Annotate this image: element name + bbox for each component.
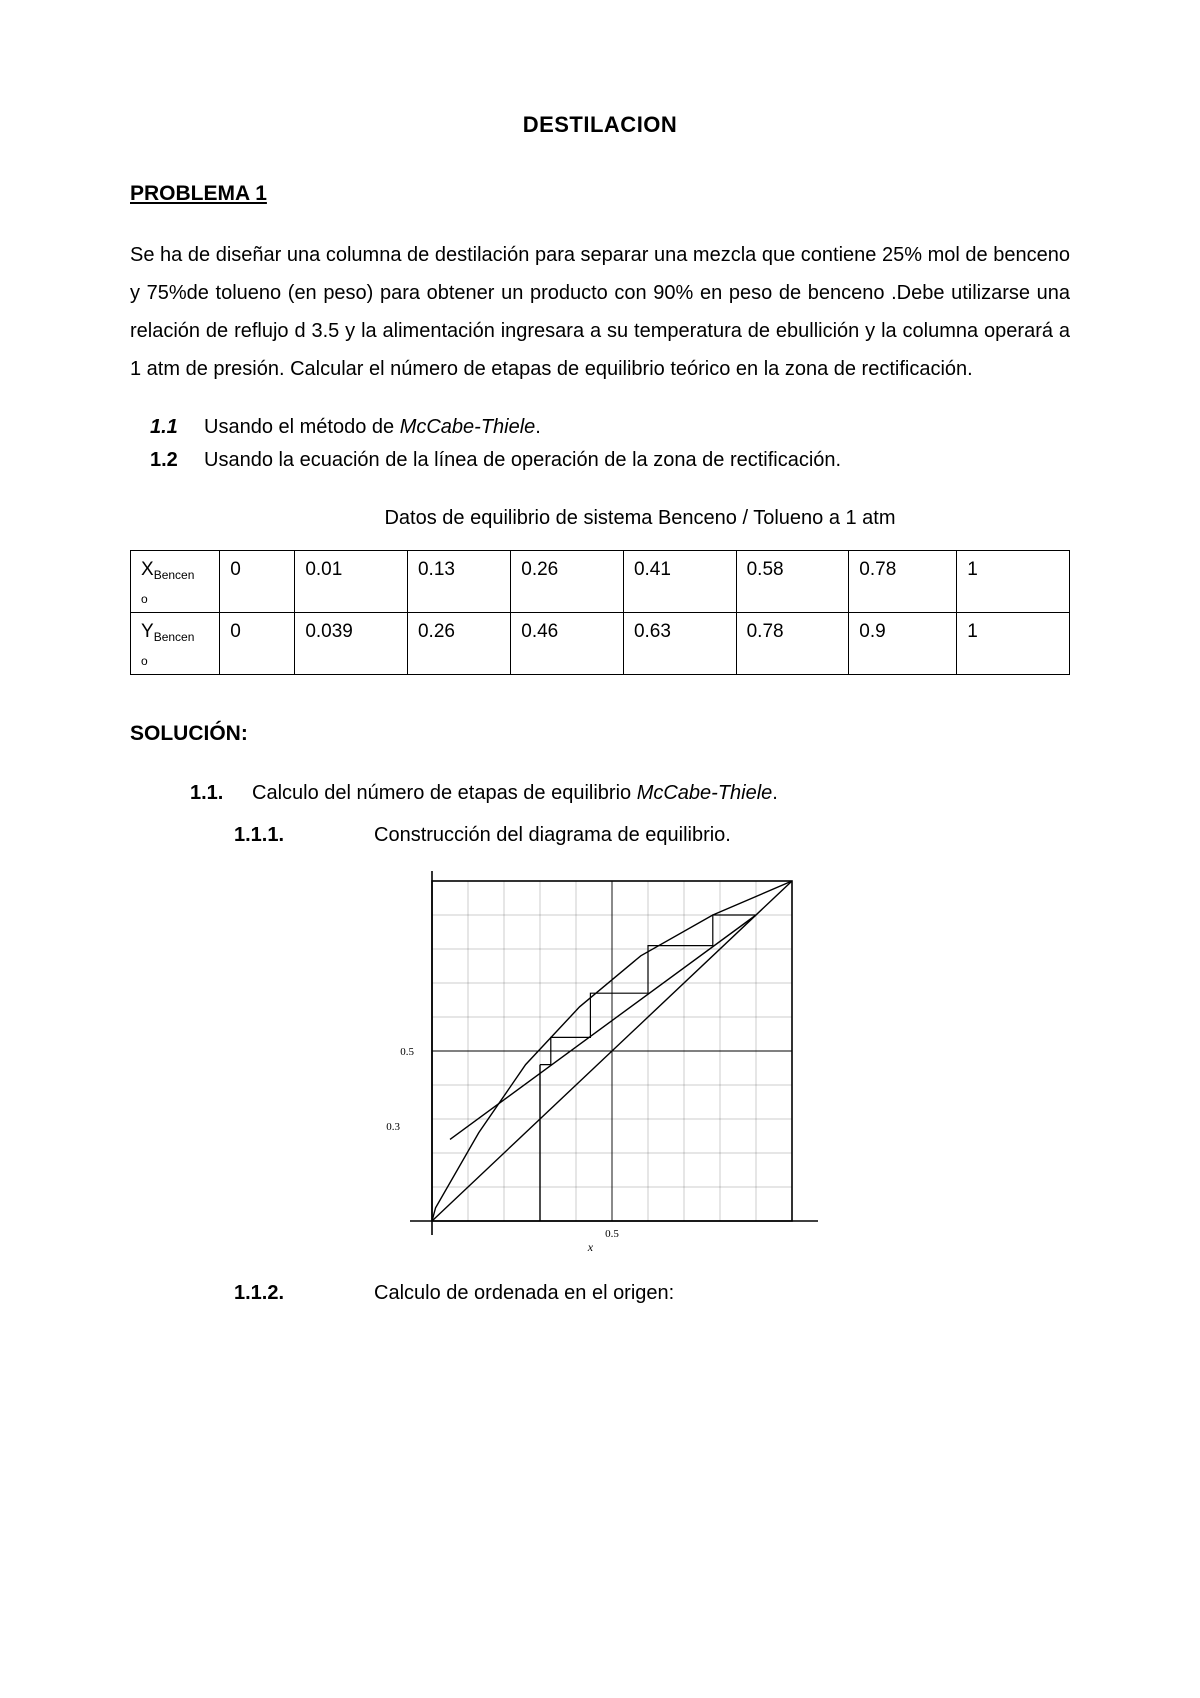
text-span: . [772,782,778,804]
problem-body: Se ha de diseñar una columna de destilac… [130,236,1070,388]
text-italic: McCabe-Thiele [637,782,773,804]
cell: 0.9 [849,613,957,675]
text-italic: McCabe-Thiele [400,416,536,438]
table-row: XBencen o 0 0.01 0.13 0.26 0.41 0.58 0.7… [131,551,1070,613]
solution-item-1-1: 1.1. Calculo del número de etapas de equ… [190,779,1070,807]
mccabe-thiele-chart: 0.5 x 0.5 0.3 [130,861,1070,1261]
sol-sub-num: 1.1.2. [234,1279,374,1307]
cell: 0.78 [736,613,849,675]
sol-sub-num: 1.1.1. [234,821,374,849]
item-1-1: 1.1 Usando el método de McCabe-Thiele. [150,412,1070,443]
cell: 0 [220,613,295,675]
cell: 0.63 [623,613,736,675]
hdr-sub2: o [141,591,148,608]
solution-heading: SOLUCIÓN: [130,719,1070,748]
text-span: Usando el método de [204,416,400,438]
page-title: DESTILACION [130,110,1070,141]
text-span: Calculo del número de etapas de equilibr… [252,782,637,804]
cell: 1 [957,551,1070,613]
item-text: Usando el método de McCabe-Thiele. [204,412,1070,443]
item-num: 1.1 [150,412,204,443]
hdr-sub: Bencen [154,630,195,644]
problem-items: 1.1 Usando el método de McCabe-Thiele. 1… [150,412,1070,476]
solution-item-1-1-2: 1.1.2. Calculo de ordenada en el origen: [234,1279,1070,1307]
item-text: Usando la ecuación de la línea de operac… [204,445,1070,476]
svg-text:0.5: 0.5 [605,1228,619,1240]
cell: 1 [957,613,1070,675]
text-span: . [535,416,541,438]
cell: 0.46 [511,613,624,675]
cell: 0.01 [295,551,408,613]
cell: 0.58 [736,551,849,613]
cell: 0.78 [849,551,957,613]
cell: 0.039 [295,613,408,675]
sol-sub-text: Calculo de ordenada en el origen: [374,1279,674,1307]
hdr-sub: Bencen [154,568,195,582]
chart-svg: 0.5 x 0.5 0.3 [370,861,830,1261]
table-row: YBencen o 0 0.039 0.26 0.46 0.63 0.78 0.… [131,613,1070,675]
item-1-2: 1.2 Usando la ecuación de la línea de op… [150,445,1070,476]
svg-text:0.3: 0.3 [386,1120,400,1132]
hdr-main: Y [141,621,154,642]
cell: 0.26 [407,613,510,675]
cell: 0.13 [407,551,510,613]
table-caption: Datos de equilibrio de sistema Benceno /… [210,504,1070,532]
svg-text:x: x [587,1240,594,1254]
hdr-main: X [141,559,154,580]
solution-item-1-1-1: 1.1.1. Construcción del diagrama de equi… [234,821,1070,849]
sol-num: 1.1. [190,779,252,807]
svg-text:0.5: 0.5 [400,1046,414,1058]
row-header-y: YBencen o [131,613,220,675]
equilibrium-table: XBencen o 0 0.01 0.13 0.26 0.41 0.58 0.7… [130,550,1070,675]
sol-text: Calculo del número de etapas de equilibr… [252,779,1070,807]
item-num: 1.2 [150,445,204,476]
cell: 0 [220,551,295,613]
cell: 0.26 [511,551,624,613]
sol-sub-text: Construcción del diagrama de equilibrio. [374,821,731,849]
problem-heading: PROBLEMA 1 [130,179,1070,208]
hdr-sub2: o [141,653,148,670]
cell: 0.41 [623,551,736,613]
row-header-x: XBencen o [131,551,220,613]
